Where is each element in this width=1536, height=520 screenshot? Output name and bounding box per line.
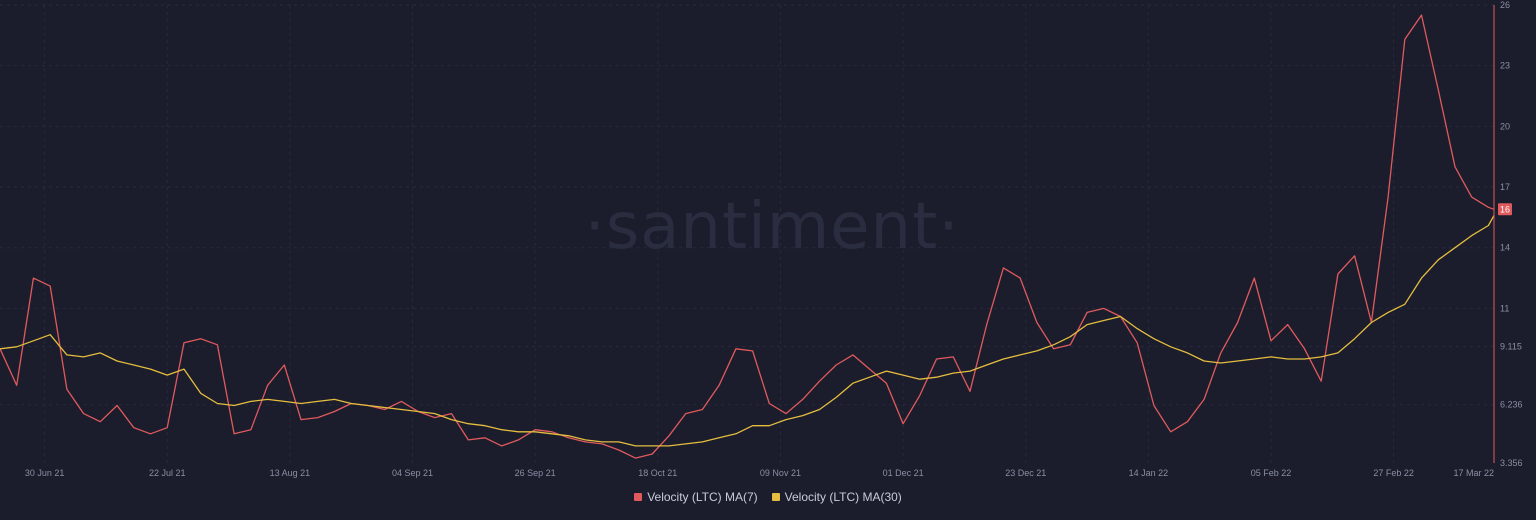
x-tick-label: 09 Nov 21 bbox=[760, 468, 801, 478]
x-tick-label: 30 Jun 21 bbox=[25, 468, 65, 478]
y-tick-label: 3.356 bbox=[1500, 458, 1523, 468]
y-tick-label: 11 bbox=[1500, 303, 1509, 313]
series-line-ma30 bbox=[0, 215, 1495, 447]
x-tick-label: 05 Feb 22 bbox=[1251, 468, 1292, 478]
legend-item-ma30[interactable]: Velocity (LTC) MA(30) bbox=[771, 490, 902, 504]
legend-label-ma7: Velocity (LTC) MA(7) bbox=[647, 490, 758, 504]
x-tick-label: 17 Mar 22 bbox=[1453, 468, 1494, 478]
x-tick-label: 27 Feb 22 bbox=[1373, 468, 1414, 478]
x-tick-label: 04 Sep 21 bbox=[392, 468, 433, 478]
x-tick-label: 13 Aug 21 bbox=[270, 468, 311, 478]
x-tick-label: 22 Jul 21 bbox=[149, 468, 186, 478]
y-tick-label: 17 bbox=[1500, 182, 1510, 192]
chart-svg: ·santiment· 3.3566.2369.1151114172023263… bbox=[0, 0, 1523, 478]
x-tick-label: 26 Sep 21 bbox=[515, 468, 556, 478]
y-tick-label: 6.236 bbox=[1500, 400, 1523, 410]
legend-swatch-ma30 bbox=[771, 493, 780, 501]
y-tick-label: 20 bbox=[1500, 121, 1510, 131]
legend: Velocity (LTC) MA(7) Velocity (LTC) MA(3… bbox=[0, 490, 1536, 504]
santiment-watermark: ·santiment· bbox=[584, 190, 959, 264]
y-tick-label: 26 bbox=[1500, 0, 1510, 10]
last-value-label: 16 bbox=[1500, 204, 1510, 214]
y-tick-label: 9.115 bbox=[1500, 342, 1522, 352]
last-value-badge bbox=[1498, 203, 1512, 216]
x-tick-label: 23 Dec 21 bbox=[1005, 468, 1046, 478]
legend-swatch-ma7 bbox=[634, 493, 643, 501]
legend-label-ma30: Velocity (LTC) MA(30) bbox=[784, 490, 902, 504]
legend-item-ma7[interactable]: Velocity (LTC) MA(7) bbox=[634, 490, 758, 504]
series-line-ma7 bbox=[0, 14, 1495, 459]
x-tick-label: 18 Oct 21 bbox=[638, 468, 677, 478]
x-tick-label: 14 Jan 22 bbox=[1129, 468, 1169, 478]
axis-layer: 3.356 6.236 9.115 11 14 17 20 23 26 30 Jun 21 22 J… bbox=[25, 0, 1523, 478]
y-tick-label: 14 bbox=[1500, 243, 1510, 253]
y-tick-label: 23 bbox=[1500, 61, 1510, 71]
x-tick-label: 01 Dec 21 bbox=[883, 468, 924, 478]
series-layer bbox=[0, 14, 1495, 459]
